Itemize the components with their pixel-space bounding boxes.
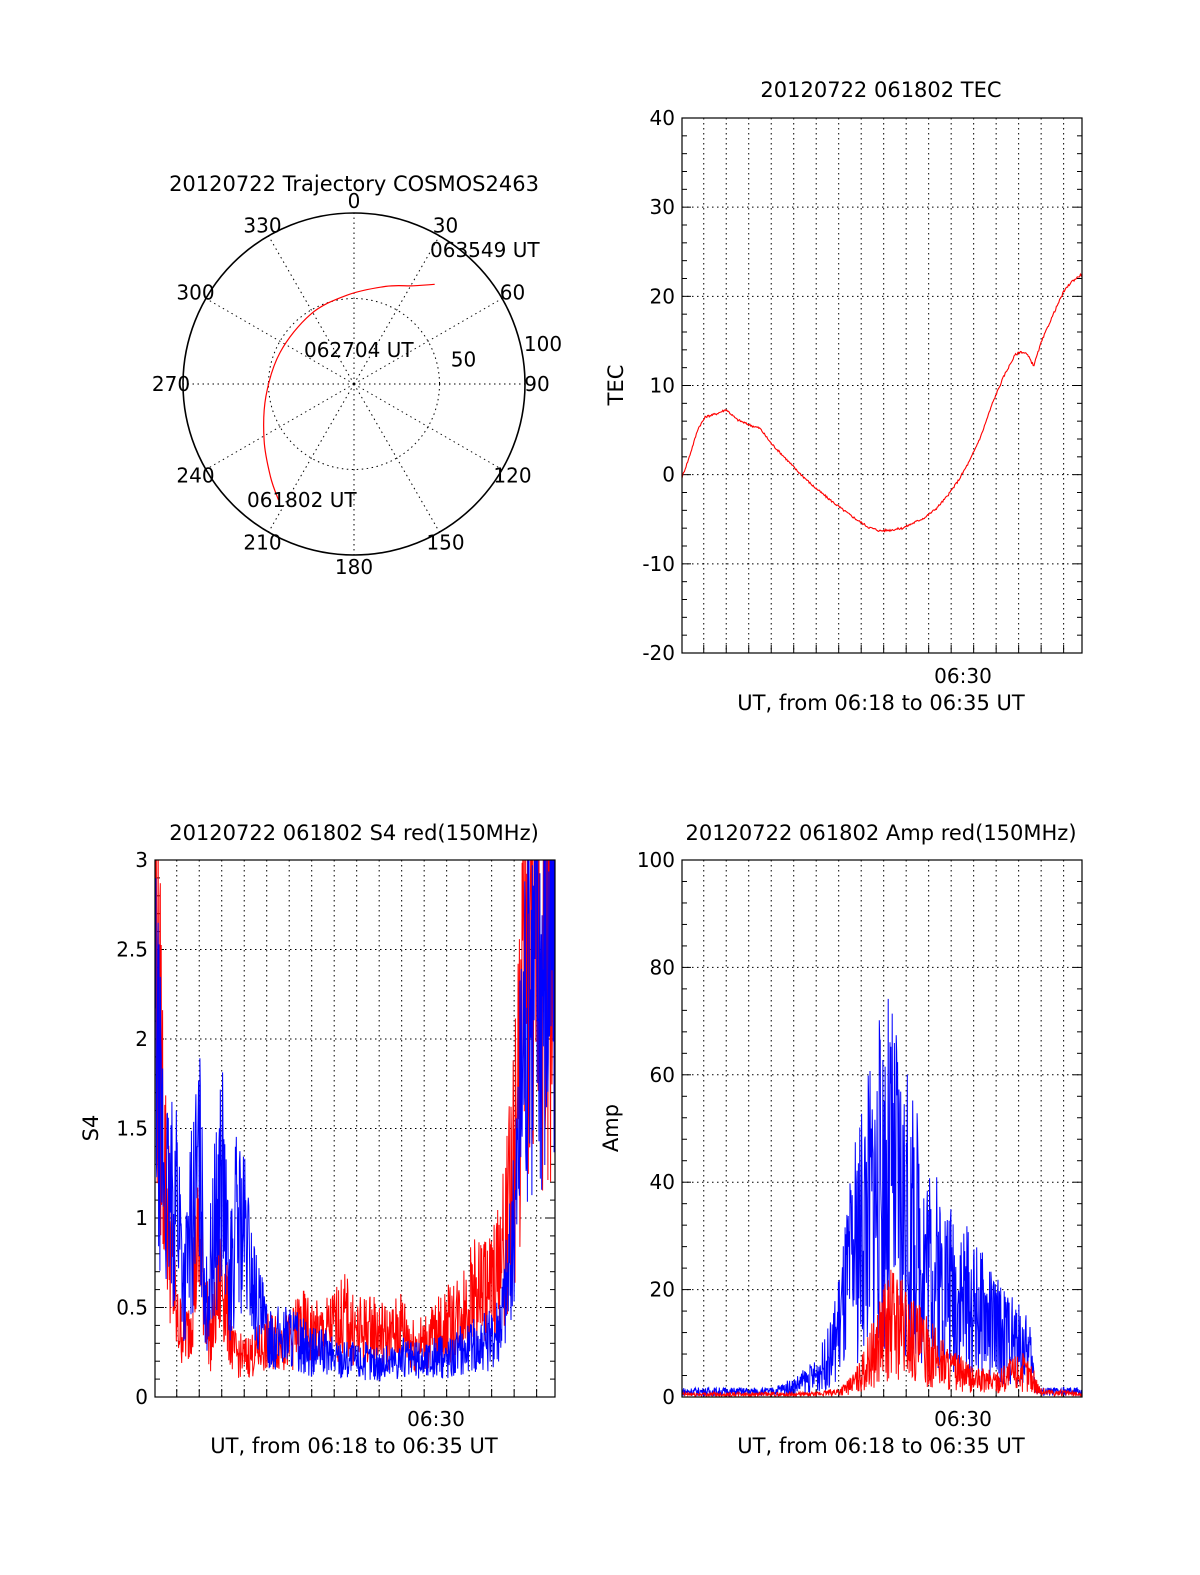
annotation-mid-time: 062704 UT bbox=[304, 338, 414, 362]
tec-title: 20120722 061802 TEC bbox=[760, 78, 1001, 102]
polar-azimuth-label: 0 bbox=[348, 189, 361, 213]
s4-ytick-label: 1 bbox=[135, 1206, 148, 1230]
annotation-end-time: 063549 UT bbox=[430, 238, 540, 262]
s4-ytick-label: 3 bbox=[135, 848, 148, 872]
s4-ylabel: S4 bbox=[79, 1115, 103, 1142]
s4-xtick-label: 06:30 bbox=[407, 1407, 465, 1431]
polar-spoke-300 bbox=[205, 298, 355, 385]
amp-yticks: 0 20 40 60 80 100 bbox=[637, 848, 1082, 1409]
tec-ytick-label: -20 bbox=[642, 641, 675, 665]
amp-ytick-label: 80 bbox=[650, 955, 675, 979]
amp-ytick-label: 100 bbox=[637, 848, 675, 872]
polar-azimuth-label: 270 bbox=[152, 372, 190, 396]
polar-spoke-120 bbox=[353, 383, 503, 470]
tec-xlabel: UT, from 06:18 to 06:35 UT bbox=[737, 691, 1025, 715]
tec-ylabel: TEC bbox=[604, 365, 628, 407]
trajectory-line bbox=[263, 283, 435, 501]
polar-azimuth-label: 60 bbox=[500, 281, 525, 305]
amp-panel: 20120722 061802 Amp red(150MHz) Amp UT, … bbox=[599, 821, 1083, 1458]
polar-azimuth-label: 240 bbox=[176, 464, 214, 488]
tec-frame bbox=[681, 117, 1083, 654]
s4-ytick-label: 1.5 bbox=[116, 1117, 148, 1141]
amp-xtick-label: 06:30 bbox=[934, 1407, 992, 1431]
polar-azimuth-label: 330 bbox=[243, 214, 281, 238]
tec-ytick-label: 10 bbox=[650, 374, 675, 398]
s4-series bbox=[155, 860, 555, 1382]
amp-title: 20120722 061802 Amp red(150MHz) bbox=[685, 821, 1076, 845]
polar-azimuth-label: 180 bbox=[335, 555, 373, 579]
s4-series-blue bbox=[155, 860, 555, 1382]
tec-xtick-label: 06:30 bbox=[934, 664, 992, 688]
polar-spoke-60 bbox=[353, 298, 503, 385]
amp-frame bbox=[681, 859, 1083, 1398]
amp-xlabel: UT, from 06:18 to 06:35 UT bbox=[737, 1434, 1025, 1458]
tec-ytick-label: -10 bbox=[642, 552, 675, 576]
s4-grid bbox=[155, 860, 555, 1397]
amp-ytick-label: 40 bbox=[650, 1170, 675, 1194]
polar-azimuth-labels: 0 30 60 90 120 150 180 210 240 270 300 330 bbox=[152, 189, 550, 579]
amp-ylabel: Amp bbox=[599, 1104, 623, 1152]
s4-ytick-label: 0.5 bbox=[116, 1296, 148, 1320]
amp-ytick-label: 20 bbox=[650, 1278, 675, 1302]
polar-radial-labels: 50 100 bbox=[451, 332, 562, 371]
amp-ytick-label: 0 bbox=[662, 1385, 675, 1409]
amp-series bbox=[682, 998, 1082, 1397]
s4-frame bbox=[154, 859, 556, 1398]
polar-radial-label: 100 bbox=[524, 332, 562, 356]
polar-azimuth-label: 90 bbox=[524, 372, 549, 396]
polar-spoke-30 bbox=[353, 235, 440, 385]
tec-ytick-label: 30 bbox=[650, 195, 675, 219]
s4-series-red bbox=[155, 860, 555, 1378]
tec-ytick-label: 20 bbox=[650, 284, 675, 308]
s4-ytick-label: 0 bbox=[135, 1385, 148, 1409]
polar-trajectory-panel: 20120722 Trajectory COSMOS2463 0 30 60 90 12… bbox=[152, 172, 562, 579]
tec-series-red bbox=[682, 272, 1082, 533]
polar-spoke-240 bbox=[205, 383, 355, 470]
polar-azimuth-label: 30 bbox=[433, 214, 458, 238]
polar-azimuth-label: 210 bbox=[243, 531, 281, 555]
polar-spoke-150 bbox=[353, 383, 440, 533]
polar-azimuth-label: 120 bbox=[493, 464, 531, 488]
annotation-start-time: 061802 UT bbox=[247, 488, 357, 512]
polar-spoke-330 bbox=[268, 235, 355, 385]
tec-ytick-label: 40 bbox=[650, 106, 675, 130]
amp-ytick-label: 60 bbox=[650, 1063, 675, 1087]
polar-azimuth-label: 300 bbox=[176, 281, 214, 305]
trajectory-annotations: 063549 UT 062704 UT 061802 UT bbox=[247, 238, 540, 512]
s4-ytick-label: 2.5 bbox=[116, 938, 148, 962]
s4-title: 20120722 061802 S4 red(150MHz) bbox=[169, 821, 539, 845]
s4-ytick-label: 2 bbox=[135, 1027, 148, 1051]
tec-panel: 20120722 061802 TEC TEC UT, from 06:18 t… bbox=[604, 78, 1083, 715]
polar-azimuth-label: 150 bbox=[426, 531, 464, 555]
amp-series-red bbox=[682, 1269, 1082, 1397]
polar-title: 20120722 Trajectory COSMOS2463 bbox=[169, 172, 539, 196]
tec-grid bbox=[682, 118, 1082, 653]
tec-series bbox=[682, 272, 1082, 533]
polar-radial-label: 50 bbox=[451, 348, 476, 372]
s4-panel: 20120722 061802 S4 red(150MHz) S4 UT, fr… bbox=[79, 821, 556, 1458]
polar-spoke-210 bbox=[268, 383, 355, 533]
tec-ytick-label: 0 bbox=[662, 463, 675, 487]
tec-yticks: -20 -10 0 10 20 30 40 bbox=[642, 106, 1082, 665]
s4-xlabel: UT, from 06:18 to 06:35 UT bbox=[210, 1434, 498, 1458]
